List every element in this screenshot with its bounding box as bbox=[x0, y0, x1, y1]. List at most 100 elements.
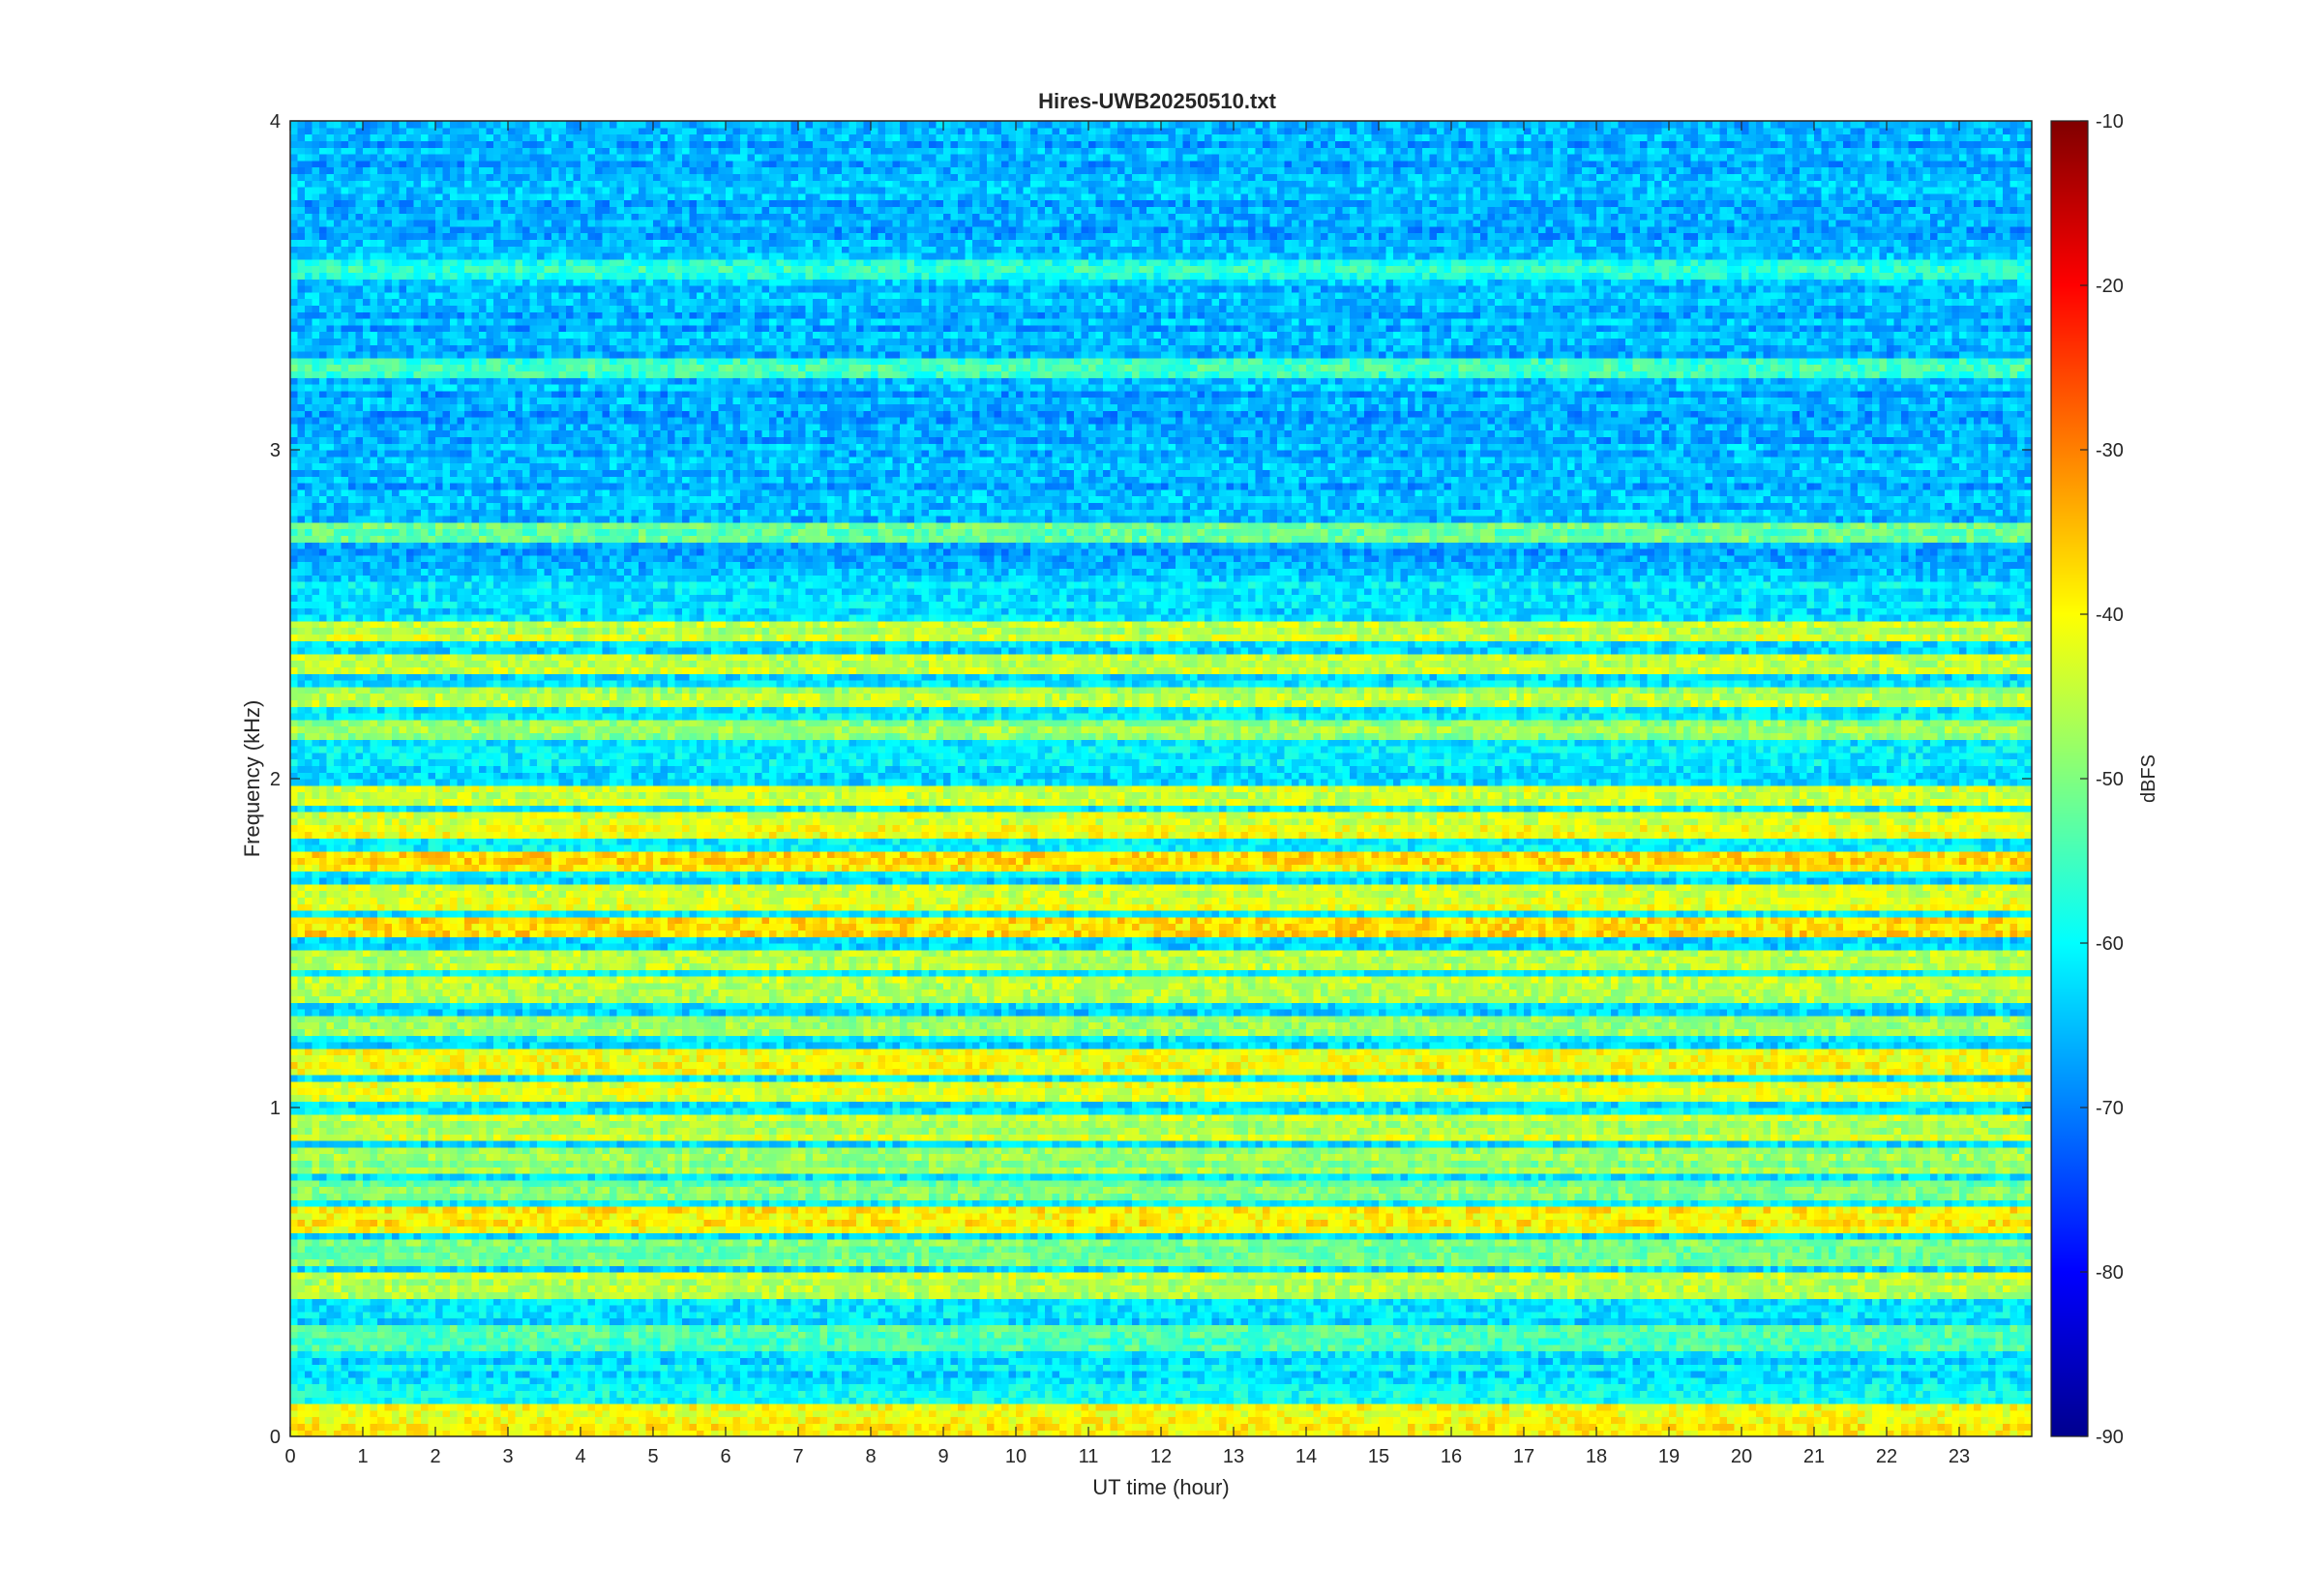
heatmap-cell bbox=[885, 1397, 894, 1404]
heatmap-cell bbox=[1161, 1416, 1170, 1424]
heatmap-cell bbox=[848, 1404, 857, 1411]
heatmap-cell bbox=[1371, 1371, 1380, 1378]
heatmap-cell bbox=[1429, 1311, 1438, 1319]
heatmap-cell bbox=[1879, 1376, 1888, 1385]
heatmap-cell bbox=[1240, 1423, 1249, 1431]
heatmap-cell bbox=[1045, 1311, 1054, 1319]
heatmap-cell bbox=[1589, 1338, 1597, 1345]
heatmap-cell bbox=[2009, 1404, 2018, 1411]
heatmap-cell bbox=[493, 1390, 502, 1398]
heatmap-cell bbox=[1661, 1371, 1670, 1378]
heatmap-cell bbox=[421, 1324, 430, 1332]
heatmap-cell bbox=[602, 1331, 610, 1339]
heatmap-cell bbox=[1858, 1331, 1866, 1339]
heatmap-cell bbox=[573, 1423, 581, 1431]
heatmap-cell bbox=[355, 1423, 364, 1431]
heatmap-cell bbox=[848, 1364, 857, 1372]
heatmap-cell bbox=[587, 1404, 596, 1411]
heatmap-cell bbox=[624, 1371, 633, 1378]
heatmap-cell bbox=[1211, 1331, 1220, 1339]
heatmap-cell bbox=[1001, 1364, 1010, 1372]
heatmap-cell bbox=[1712, 1383, 1721, 1391]
heatmap-cell bbox=[1698, 1331, 1707, 1339]
heatmap-cell bbox=[1974, 1324, 1982, 1332]
heatmap-cell bbox=[848, 1331, 857, 1339]
heatmap-cell bbox=[805, 1350, 814, 1358]
heatmap-cell bbox=[863, 1324, 872, 1332]
heatmap-cell bbox=[1045, 1430, 1054, 1437]
heatmap-cell bbox=[1545, 1317, 1554, 1325]
heatmap-cell bbox=[697, 1390, 705, 1398]
heatmap-cell bbox=[1821, 1430, 1830, 1437]
heatmap-cell bbox=[1008, 1430, 1017, 1437]
heatmap-cell bbox=[878, 1397, 886, 1404]
heatmap-cell bbox=[761, 1397, 770, 1404]
heatmap-cell bbox=[1240, 1344, 1249, 1352]
heatmap-cell bbox=[334, 1390, 342, 1398]
heatmap-cell bbox=[1306, 1404, 1315, 1411]
heatmap-cell bbox=[312, 1409, 320, 1418]
heatmap-cell bbox=[1538, 1416, 1547, 1424]
heatmap-cell bbox=[1226, 1371, 1235, 1378]
heatmap-cell bbox=[1959, 1344, 1968, 1352]
heatmap-cell bbox=[421, 1350, 430, 1358]
heatmap-cell bbox=[515, 1383, 523, 1391]
heatmap-cell bbox=[355, 1364, 364, 1372]
heatmap-cell bbox=[370, 1350, 378, 1358]
heatmap-cell bbox=[1654, 1331, 1663, 1339]
heatmap-cell bbox=[1582, 1423, 1591, 1431]
heatmap-cell bbox=[1400, 1305, 1409, 1313]
heatmap-cell bbox=[1742, 1357, 1750, 1365]
heatmap-cell bbox=[1901, 1430, 1910, 1437]
heatmap-cell bbox=[747, 1344, 756, 1352]
heatmap-cell bbox=[1763, 1397, 1771, 1404]
heatmap-cell bbox=[1400, 1423, 1409, 1431]
heatmap-cell bbox=[1748, 1371, 1757, 1378]
heatmap-cell bbox=[1037, 1371, 1046, 1378]
heatmap-cell bbox=[718, 1383, 727, 1391]
heatmap-cell bbox=[1480, 1324, 1489, 1332]
heatmap-cell bbox=[1066, 1390, 1075, 1398]
heatmap-cell bbox=[718, 1423, 727, 1431]
heatmap-cell bbox=[1690, 1376, 1699, 1385]
heatmap-cell bbox=[660, 1344, 669, 1352]
heatmap-cell bbox=[1197, 1324, 1206, 1332]
heatmap-cell bbox=[1168, 1298, 1176, 1306]
heatmap-cell bbox=[1095, 1383, 1104, 1391]
heatmap-cell bbox=[1951, 1338, 1960, 1345]
heatmap-cell bbox=[1117, 1364, 1126, 1372]
heatmap-cell bbox=[355, 1397, 364, 1404]
heatmap-cell bbox=[1030, 1409, 1039, 1418]
heatmap-cell bbox=[1255, 1357, 1264, 1365]
heatmap-cell bbox=[1356, 1317, 1365, 1325]
heatmap-cell bbox=[1466, 1350, 1474, 1358]
heatmap-cell bbox=[987, 1350, 996, 1358]
heatmap-cell bbox=[1240, 1317, 1249, 1325]
heatmap-cell bbox=[660, 1383, 669, 1391]
heatmap-cell bbox=[1495, 1344, 1503, 1352]
heatmap-cell bbox=[1516, 1364, 1525, 1372]
heatmap-cell bbox=[1422, 1423, 1431, 1431]
heatmap-cell bbox=[755, 1357, 763, 1365]
heatmap-cell bbox=[1371, 1404, 1380, 1411]
heatmap-cell bbox=[1864, 1430, 1873, 1437]
heatmap-cell bbox=[435, 1305, 444, 1313]
heatmap-cell bbox=[1321, 1298, 1329, 1306]
heatmap-cell bbox=[813, 1305, 821, 1313]
heatmap-cell bbox=[784, 1305, 792, 1313]
heatmap-cell bbox=[856, 1338, 865, 1345]
heatmap-cell bbox=[1502, 1338, 1510, 1345]
heatmap-cell bbox=[508, 1344, 517, 1352]
heatmap-cell bbox=[965, 1409, 973, 1418]
heatmap-cell bbox=[1988, 1357, 1997, 1365]
heatmap-cell bbox=[297, 1376, 306, 1385]
heatmap-cell bbox=[1364, 1350, 1373, 1358]
heatmap-cell bbox=[1393, 1371, 1402, 1378]
heatmap-cell bbox=[1509, 1383, 1518, 1391]
heatmap-cell bbox=[1654, 1409, 1663, 1418]
heatmap-cell bbox=[1306, 1376, 1315, 1385]
heatmap-cell bbox=[1959, 1350, 1968, 1358]
heatmap-cell bbox=[1277, 1298, 1286, 1306]
heatmap-cell bbox=[1995, 1390, 2004, 1398]
heatmap-cell bbox=[1292, 1350, 1300, 1358]
